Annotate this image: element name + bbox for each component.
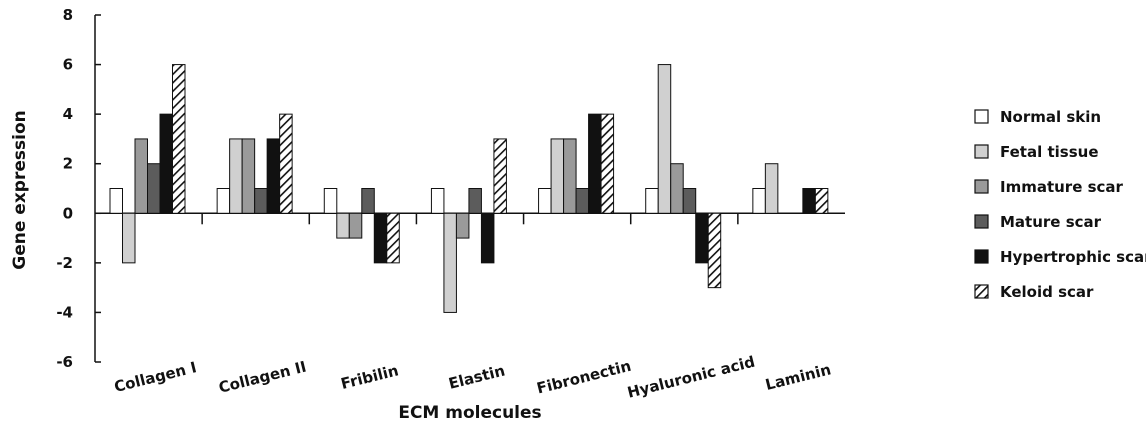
legend-label: Hypertrophic scar [1000, 248, 1146, 266]
x-category-label: Hyaluronic acid [625, 353, 756, 402]
bar [242, 139, 255, 213]
legend-swatch [975, 145, 988, 158]
bar [539, 189, 552, 214]
y-tick-label: 2 [63, 155, 73, 173]
bar [280, 114, 293, 213]
y-tick-label: -4 [56, 303, 73, 321]
bar [481, 213, 494, 263]
bar [160, 114, 173, 213]
bar [658, 65, 671, 214]
x-category-label: Fibronectin [535, 357, 633, 398]
y-tick-label: 0 [63, 204, 73, 222]
bar [349, 213, 362, 238]
legend-swatch [975, 110, 988, 123]
x-category-label: Collagen II [217, 358, 308, 397]
bar [173, 65, 186, 214]
bar [431, 189, 444, 214]
legend: Normal skin Fetal tissue Immature scar Matu… [975, 108, 1146, 301]
bar [551, 139, 564, 213]
bar [255, 189, 268, 214]
bar [708, 213, 721, 287]
bar [267, 139, 280, 213]
bar [324, 189, 337, 214]
bar [456, 213, 469, 238]
x-category-label: Fribilin [339, 361, 400, 393]
bar [469, 189, 482, 214]
legend-label: Fetal tissue [1000, 143, 1099, 161]
bar [753, 189, 766, 214]
bar [337, 213, 350, 238]
legend-swatch [975, 180, 988, 193]
x-category-label: Laminin [764, 360, 833, 394]
y-tick-label: 8 [63, 6, 73, 24]
legend-swatch [975, 250, 988, 263]
y-tick-label: 6 [63, 56, 73, 74]
bar [564, 139, 577, 213]
y-tick-label: -6 [56, 353, 73, 371]
bar [135, 139, 148, 213]
bar [110, 189, 123, 214]
bar [576, 189, 589, 214]
bar [444, 213, 457, 312]
bar [589, 114, 602, 213]
bar [815, 189, 828, 214]
y-tick-label: -2 [56, 254, 73, 272]
bar [671, 164, 684, 214]
bar [646, 189, 659, 214]
legend-label: Normal skin [1000, 108, 1101, 126]
bar [696, 213, 709, 263]
bar [123, 213, 136, 263]
bar [374, 213, 387, 263]
bar [683, 189, 696, 214]
plot-area: 8 6 4 2 0 -2 -4 -6 Collagen I Collagen II Fribilin… [56, 6, 845, 402]
bar [387, 213, 400, 263]
y-tick-label: 4 [63, 105, 73, 123]
bar [230, 139, 243, 213]
bar [803, 189, 816, 214]
x-axis-title: ECM molecules [398, 403, 541, 423]
bar [148, 164, 161, 214]
bar [217, 189, 230, 214]
bar [765, 164, 778, 214]
x-category-label: Elastin [447, 361, 507, 392]
legend-label: Keloid scar [1000, 283, 1094, 301]
x-category-label: Collagen I [112, 358, 198, 396]
legend-label: Immature scar [1000, 178, 1124, 196]
legend-label: Mature scar [1000, 213, 1102, 231]
bar [362, 189, 375, 214]
legend-swatch [975, 215, 988, 228]
legend-swatch [975, 285, 988, 298]
bar [601, 114, 614, 213]
bar [494, 139, 507, 213]
y-axis-title: Gene expression [10, 110, 30, 269]
